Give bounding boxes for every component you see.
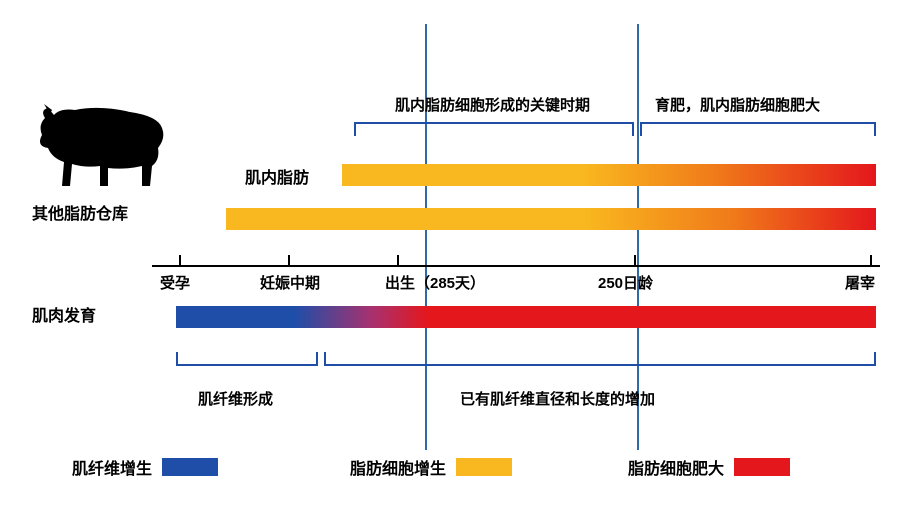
axis-label-4: 屠宰 (845, 272, 875, 293)
bracket-3 (324, 354, 876, 366)
legend-swatch (734, 458, 790, 476)
region-label-3: 已有肌纤维直径和长度的增加 (460, 388, 655, 409)
bracket-0 (354, 122, 634, 134)
axis-tick-0 (179, 255, 181, 265)
axis-tick-1 (288, 255, 290, 265)
side-label-2: 肌肉发育 (32, 302, 96, 326)
axis-label-1: 妊娠中期 (260, 272, 320, 293)
legend-item-1: 脂肪细胞增生 (350, 455, 512, 479)
region-label-0: 肌内脂肪细胞形成的关键时期 (395, 94, 590, 115)
vertical-guide-0 (425, 24, 427, 450)
axis-label-0: 受孕 (160, 272, 190, 293)
other-fat-depot-bar (226, 208, 876, 230)
bracket-1 (640, 122, 876, 134)
bracket-2 (176, 354, 318, 366)
muscle-development-bar (176, 306, 876, 328)
cow-silhouette (30, 100, 170, 190)
vertical-guide-1 (637, 24, 639, 450)
region-label-2: 肌纤维形成 (198, 388, 273, 409)
axis-tick-4 (870, 255, 872, 265)
axis-tick-3 (634, 255, 636, 265)
region-label-1: 育肥，肌内脂肪细胞肥大 (655, 94, 820, 115)
legend-swatch (162, 458, 218, 476)
axis-label-2: 出生（285天） (385, 272, 485, 293)
legend-item-label: 脂肪细胞肥大 (628, 455, 724, 479)
axis-tick-2 (397, 255, 399, 265)
axis-label-3: 250日龄 (598, 272, 653, 293)
timeline-axis (152, 265, 880, 267)
legend-item-2: 脂肪细胞肥大 (628, 455, 790, 479)
side-label-1: 其他脂肪仓库 (32, 200, 128, 224)
legend-swatch (456, 458, 512, 476)
intramuscular-fat-bar (342, 164, 876, 186)
legend-item-0: 肌纤维增生 (72, 455, 218, 479)
legend-item-label: 脂肪细胞增生 (350, 455, 446, 479)
legend-item-label: 肌纤维增生 (72, 455, 152, 479)
side-label-0: 肌内脂肪 (245, 164, 309, 188)
